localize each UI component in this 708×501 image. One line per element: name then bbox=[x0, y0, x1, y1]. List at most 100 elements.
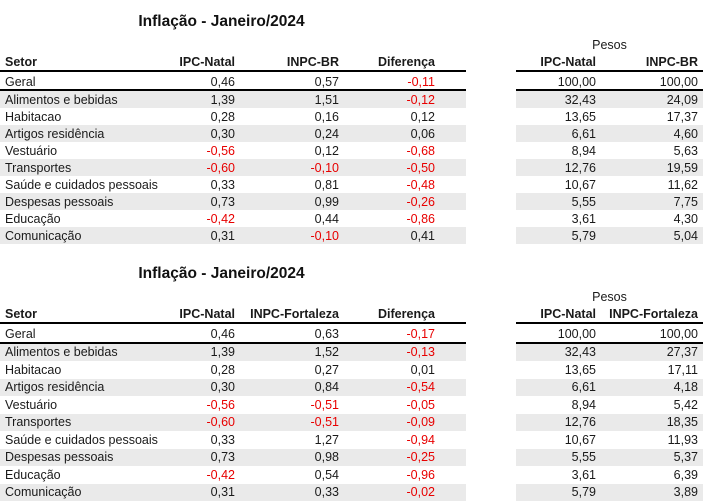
cell-ipc-natal: 0,30 bbox=[172, 125, 240, 142]
cell-peso-ipc-natal: 100,00 bbox=[516, 326, 601, 342]
cell-diferenca: -0,09 bbox=[345, 414, 440, 432]
cell-peso-ipc-natal: 13,65 bbox=[516, 361, 601, 379]
cell-setor: Vestuário bbox=[0, 396, 172, 414]
cell-setor: Saúde e cuidados pessoais bbox=[0, 431, 172, 449]
cell-peso-inpc: 11,62 bbox=[601, 176, 703, 193]
cell-ipc-natal: 0,46 bbox=[172, 326, 240, 342]
cell-setor: Despesas pessoais bbox=[0, 193, 172, 210]
cell-setor: Despesas pessoais bbox=[0, 449, 172, 467]
cell-diferenca: -0,94 bbox=[345, 431, 440, 449]
cell-ipc-natal: -0,56 bbox=[172, 396, 240, 414]
cell-ipc-natal: 1,39 bbox=[172, 91, 240, 108]
col-header-diferenca: Diferença bbox=[345, 305, 440, 322]
pesos-group-label: Pesos bbox=[516, 290, 703, 304]
cell-peso-ipc-natal: 6,61 bbox=[516, 379, 601, 397]
col-header-setor: Setor bbox=[0, 53, 172, 70]
cell-inpc: 0,44 bbox=[240, 210, 345, 227]
pesos-header-ipc-natal: IPC-Natal bbox=[516, 53, 601, 70]
cell-setor: Saúde e cuidados pessoais bbox=[0, 176, 172, 193]
cell-setor: Vestuário bbox=[0, 142, 172, 159]
cell-diferenca: 0,41 bbox=[345, 227, 440, 244]
cell-inpc: 0,24 bbox=[240, 125, 345, 142]
cell-peso-inpc: 6,39 bbox=[601, 466, 703, 484]
pesos-group-label: Pesos bbox=[516, 38, 703, 52]
cell-peso-ipc-natal: 8,94 bbox=[516, 142, 601, 159]
cell-inpc: 0,27 bbox=[240, 361, 345, 379]
cell-peso-ipc-natal: 5,79 bbox=[516, 227, 601, 244]
cell-setor: Habitacao bbox=[0, 108, 172, 125]
cell-peso-inpc: 5,42 bbox=[601, 396, 703, 414]
cell-peso-inpc: 100,00 bbox=[601, 326, 703, 342]
cell-diferenca: -0,48 bbox=[345, 176, 440, 193]
cell-peso-ipc-natal: 12,76 bbox=[516, 414, 601, 432]
cell-peso-ipc-natal: 12,76 bbox=[516, 159, 601, 176]
cell-inpc: 0,57 bbox=[240, 74, 345, 89]
cell-peso-ipc-natal: 5,55 bbox=[516, 193, 601, 210]
cell-peso-inpc: 4,18 bbox=[601, 379, 703, 397]
cell-ipc-natal: 0,31 bbox=[172, 484, 240, 501]
column-gap bbox=[466, 53, 516, 72]
cell-ipc-natal: 0,30 bbox=[172, 379, 240, 397]
cell-ipc-natal: 0,33 bbox=[172, 431, 240, 449]
cell-diferenca: -0,54 bbox=[345, 379, 440, 397]
cell-setor: Transportes bbox=[0, 414, 172, 432]
cell-diferenca: -0,50 bbox=[345, 159, 440, 176]
cell-peso-inpc: 27,37 bbox=[601, 344, 703, 362]
cell-peso-ipc-natal: 32,43 bbox=[516, 91, 601, 108]
cell-peso-ipc-natal: 10,67 bbox=[516, 431, 601, 449]
cell-diferenca: -0,86 bbox=[345, 210, 440, 227]
cell-peso-inpc: 4,30 bbox=[601, 210, 703, 227]
cell-peso-ipc-natal: 10,67 bbox=[516, 176, 601, 193]
cell-ipc-natal: -0,42 bbox=[172, 466, 240, 484]
cell-diferenca: 0,06 bbox=[345, 125, 440, 142]
cell-setor: Artigos residência bbox=[0, 379, 172, 397]
cell-inpc: 0,84 bbox=[240, 379, 345, 397]
cell-setor: Geral bbox=[0, 326, 172, 342]
col-header-ipc-natal: IPC-Natal bbox=[172, 53, 240, 70]
col-header-ipc-natal: IPC-Natal bbox=[172, 305, 240, 322]
cell-inpc: 1,52 bbox=[240, 344, 345, 362]
cell-setor: Educação bbox=[0, 466, 172, 484]
cell-diferenca: -0,05 bbox=[345, 396, 440, 414]
cell-diferenca: -0,26 bbox=[345, 193, 440, 210]
cell-diferenca: -0,25 bbox=[345, 449, 440, 467]
cell-peso-ipc-natal: 13,65 bbox=[516, 108, 601, 125]
cell-peso-inpc: 5,37 bbox=[601, 449, 703, 467]
header-filler bbox=[440, 305, 466, 322]
cell-peso-ipc-natal: 8,94 bbox=[516, 396, 601, 414]
cell-setor: Alimentos e bebidas bbox=[0, 91, 172, 108]
cell-setor: Comunicação bbox=[0, 484, 172, 501]
table-title: Inflação - Janeiro/2024 bbox=[0, 265, 443, 283]
cell-peso-inpc: 18,35 bbox=[601, 414, 703, 432]
table-title: Inflação - Janeiro/2024 bbox=[0, 13, 443, 31]
cell-diferenca: -0,11 bbox=[345, 74, 440, 89]
col-header-setor: Setor bbox=[0, 305, 172, 322]
cell-ipc-natal: -0,60 bbox=[172, 414, 240, 432]
cell-ipc-natal: -0,42 bbox=[172, 210, 240, 227]
cell-inpc: -0,10 bbox=[240, 227, 345, 244]
cell-inpc: -0,10 bbox=[240, 159, 345, 176]
cell-setor: Habitacao bbox=[0, 361, 172, 379]
cell-peso-inpc: 5,63 bbox=[601, 142, 703, 159]
cell-peso-inpc: 19,59 bbox=[601, 159, 703, 176]
table-header-row: Setor IPC-Natal INPC-Fortaleza Diferença… bbox=[0, 305, 703, 324]
cell-setor: Geral bbox=[0, 74, 172, 89]
cell-peso-inpc: 5,04 bbox=[601, 227, 703, 244]
pesos-header-inpc: INPC-Fortaleza bbox=[601, 305, 703, 322]
cell-peso-inpc: 100,00 bbox=[601, 74, 703, 89]
